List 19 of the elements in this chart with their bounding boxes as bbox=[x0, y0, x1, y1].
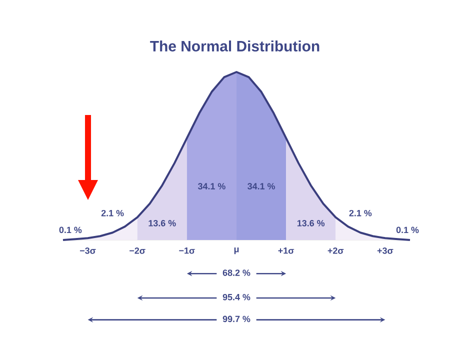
annotation: 2.1 % bbox=[101, 210, 124, 216]
x-tick-label: μ bbox=[234, 248, 239, 254]
annotation: 0.1 % bbox=[396, 226, 419, 234]
chart-title: The Normal Distribution bbox=[150, 40, 320, 52]
annotation: 34.1 % bbox=[198, 183, 226, 190]
annotation: 34.1 % bbox=[248, 183, 275, 190]
x-tick-label: +1σ bbox=[278, 248, 294, 254]
text: 99.7 % bbox=[222, 316, 250, 322]
x-tick-label: −3σ bbox=[80, 248, 96, 254]
annotation: 13.6 % bbox=[148, 220, 176, 226]
annotation: 2.1 % bbox=[349, 210, 372, 216]
x-tick-label: −2σ bbox=[130, 248, 146, 254]
annotation: 13.6 % bbox=[297, 220, 325, 226]
annotation: 0.1 % bbox=[59, 226, 82, 234]
x-tick-label: +3σ bbox=[377, 248, 394, 254]
text: 68.2 % bbox=[222, 270, 250, 276]
x-tick-label: +2σ bbox=[328, 248, 344, 254]
x-tick-label: −1σ bbox=[179, 248, 195, 254]
text: 95.4 % bbox=[222, 294, 250, 300]
